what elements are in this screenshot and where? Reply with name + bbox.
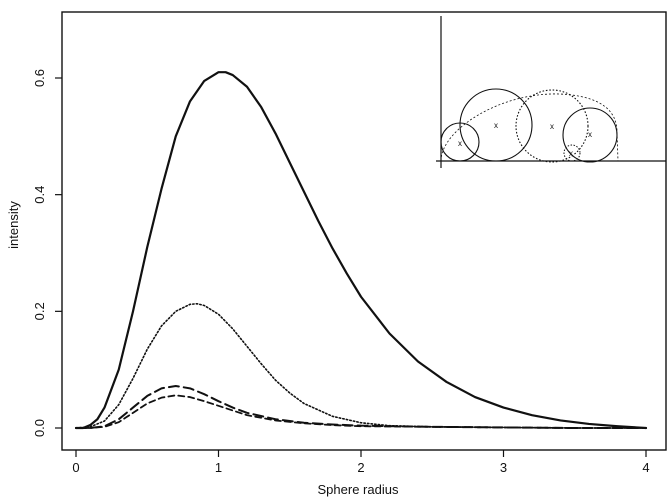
x-axis-label: Sphere radius [318,482,399,497]
y-tick-label: 0.6 [32,69,47,87]
x-tick-label: 0 [72,460,79,475]
inset-sphere-3 [515,89,589,163]
x-axis: 0 1 2 3 4 [72,450,650,475]
y-axis: 0.0 0.2 0.4 0.6 [32,69,62,437]
x-tick-label: 3 [500,460,507,475]
inset-droplet-outline [440,93,619,162]
y-tick-label: 0.0 [32,419,47,437]
inset-marker-4: x [588,130,592,139]
inset-sphere-5 [563,144,581,162]
x-tick-label: 4 [642,460,649,475]
inset-marker-3: x [550,122,554,131]
inset-marker-1: x [458,139,462,148]
inset-diagram: x x x x x [436,16,666,168]
series-line-1-solid [74,71,648,430]
inset-sphere-2 [459,88,533,162]
series-line-3-long-dashed [75,385,647,429]
inset-marker-2: x [494,121,498,130]
plot-frame [61,11,667,451]
x-tick-label: 1 [215,460,222,475]
series-line-4-dashed [75,394,647,429]
y-tick-label: 0.2 [32,302,47,320]
series-line-2-dotted [75,302,647,429]
inset-marker-5: x [569,149,573,158]
y-tick-label: 0.4 [32,186,47,204]
y-axis-label: intensity [6,201,21,249]
x-tick-label: 2 [357,460,364,475]
series-layer [74,71,648,430]
inset-sphere-4 [562,107,618,163]
